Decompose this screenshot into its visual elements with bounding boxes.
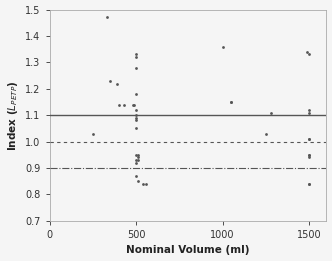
Point: [144, 182, 149, 186]
Point: [306, 153, 312, 157]
Point: [263, 132, 269, 136]
Point: [114, 81, 120, 86]
Point: [306, 52, 312, 57]
Point: [306, 108, 312, 112]
Point: [135, 158, 140, 162]
Point: [133, 92, 139, 96]
Point: [133, 108, 139, 112]
Point: [133, 52, 139, 57]
Point: [229, 100, 234, 104]
Point: [133, 113, 139, 117]
Point: [133, 55, 139, 59]
Point: [132, 103, 137, 107]
Point: [133, 158, 139, 162]
Point: [116, 103, 122, 107]
Point: [306, 155, 312, 159]
Point: [135, 179, 140, 183]
X-axis label: Nominal Volume (ml): Nominal Volume (ml): [126, 245, 250, 256]
Point: [108, 79, 113, 83]
Point: [133, 161, 139, 165]
Point: [135, 153, 140, 157]
Point: [133, 174, 139, 178]
Point: [229, 100, 234, 104]
Point: [121, 103, 126, 107]
Point: [135, 155, 140, 159]
Point: [306, 153, 312, 157]
Point: [140, 182, 146, 186]
Point: [306, 137, 312, 141]
Point: [220, 44, 225, 49]
Point: [306, 137, 312, 141]
Point: [133, 116, 139, 120]
Point: [306, 110, 312, 115]
Point: [306, 182, 312, 186]
Point: [306, 182, 312, 186]
Point: [133, 66, 139, 70]
Point: [305, 50, 310, 54]
Point: [133, 126, 139, 130]
Point: [104, 15, 109, 20]
Y-axis label: Index ($\it{L}$$_{\it{PETP}}$): Index ($\it{L}$$_{\it{PETP}}$): [6, 80, 20, 151]
Point: [90, 132, 95, 136]
Point: [268, 110, 274, 115]
Point: [133, 153, 139, 157]
Point: [130, 103, 135, 107]
Point: [133, 118, 139, 123]
